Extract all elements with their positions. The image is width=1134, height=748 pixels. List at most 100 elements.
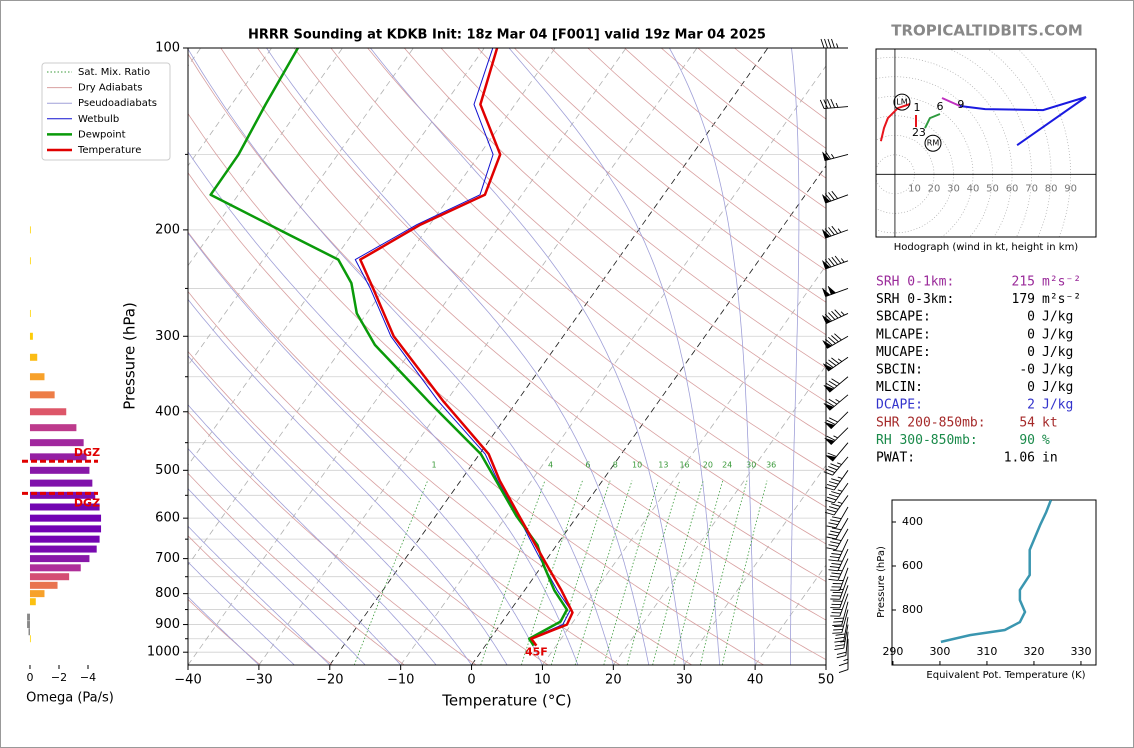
hodograph-plot: 10 20 30 40 50 60 70 80 90 1 6 9 23 LM RM <box>876 49 1096 237</box>
hodograph-trace <box>941 97 961 107</box>
barb-staff <box>828 548 849 572</box>
pseudoadiabat <box>188 355 472 665</box>
dry-adiabat <box>257 48 826 545</box>
thetae-x-tick-label: 330 <box>1070 645 1091 658</box>
hodograph-ring-label: 40 <box>967 183 980 194</box>
legend-label: Dewpoint <box>78 129 126 140</box>
omega-bar <box>29 564 81 572</box>
wind-barb <box>826 517 849 540</box>
barb-pennant <box>822 384 834 393</box>
wind-barb <box>832 601 849 626</box>
x-tick-label: 50 <box>818 673 835 688</box>
barb-pennant <box>821 339 832 349</box>
y-tick-label: 700 <box>155 551 180 566</box>
wind-barb <box>830 567 849 591</box>
barb-staff <box>824 255 849 270</box>
index-label: PWAT: <box>876 451 915 466</box>
thetae-x-label: Equivalent Pot. Temperature (K) <box>926 670 1085 681</box>
x-tick-label: −20 <box>316 673 343 688</box>
pseudoadiabat <box>266 48 650 665</box>
index-value: -0 <box>1019 363 1035 378</box>
wind-barb <box>830 593 849 617</box>
mixing-ratio-label: 4 <box>548 461 553 470</box>
barb-staff <box>838 645 849 674</box>
hodograph-ring-label: 90 <box>1064 183 1077 194</box>
index-unit: J/kg <box>1042 345 1073 360</box>
skewt-background: 1 4 6 8 10 13 16 20 24 30 36 <box>188 48 826 665</box>
index-label: MLCAPE: <box>876 327 931 342</box>
dry-adiabat <box>220 48 826 582</box>
omega-bar <box>27 621 30 629</box>
omega-bar <box>29 479 93 487</box>
omega-tick-label: −4 <box>80 671 96 684</box>
hodograph-caption: Hodograph (wind in kt, height in km) <box>894 242 1079 253</box>
isotherm <box>188 48 556 566</box>
omega-bar <box>29 573 70 581</box>
barb-pennant <box>821 285 837 297</box>
x-tick-label: −30 <box>245 673 272 688</box>
hodograph-ring-label: 10 <box>908 183 921 194</box>
isotherm <box>188 48 627 665</box>
height-label: 9 <box>957 98 964 111</box>
omega-bar <box>29 514 102 522</box>
legend: Sat. Mix. Ratio Dry Adiabats Pseudoadiabat… <box>41 62 171 161</box>
series-line <box>354 48 571 646</box>
y-tick-label: 900 <box>155 617 180 632</box>
series-line <box>209 48 569 647</box>
index-unit: J/kg <box>1042 327 1073 342</box>
wind-barb <box>821 333 849 349</box>
plot-frame <box>187 47 827 666</box>
series-line <box>359 48 574 647</box>
x-axis-label: Temperature (°C) <box>441 692 571 710</box>
thetae-y-label: Pressure (hPa) <box>876 546 887 618</box>
x-tick-label: −10 <box>387 673 414 688</box>
mixing-ratio-label: 16 <box>679 461 689 470</box>
y-tick-label: 1000 <box>147 645 180 660</box>
barb-pennant <box>821 228 831 239</box>
omega-bar <box>29 491 96 499</box>
dry-adiabat <box>514 48 826 303</box>
pseudoadiabat <box>188 404 437 665</box>
wind-barb <box>822 394 849 411</box>
barb-staff <box>825 333 849 349</box>
index-unit: J/kg <box>1042 310 1073 325</box>
omega-bar <box>29 424 77 432</box>
barb-pennant <box>821 314 832 324</box>
hodograph-frame <box>875 48 1097 238</box>
mixing-ratio-line <box>652 480 704 665</box>
wind-barb <box>830 576 849 600</box>
legend-label: Wetbulb <box>78 114 119 125</box>
dry-adiabat <box>477 48 826 336</box>
omega-bar <box>29 466 90 474</box>
pseudoadiabat <box>188 232 543 665</box>
omega-bar <box>29 525 102 533</box>
omega-bar <box>29 453 87 461</box>
dry-adiabat <box>188 231 693 665</box>
barb-staff <box>825 356 849 372</box>
barb-staff <box>832 609 849 634</box>
height-label: 23 <box>912 126 926 139</box>
barb-staff <box>826 506 849 529</box>
isotherm <box>188 48 272 167</box>
index-label: MLCIN: <box>876 380 923 395</box>
barb-pennant <box>822 402 834 411</box>
mixing-ratio-label: 24 <box>722 461 732 470</box>
barb-staff <box>824 225 849 239</box>
omega-tick-label: 0 <box>26 671 33 684</box>
index-value: 2 <box>1027 398 1035 413</box>
index-unit: J/kg <box>1042 398 1073 413</box>
pseudoadiabat <box>188 596 260 665</box>
pseudoadiabat <box>188 447 401 665</box>
pseudoadiabat <box>188 561 295 665</box>
dry-adiabat <box>330 48 826 472</box>
y-tick-label: 500 <box>155 463 180 478</box>
wind-barb <box>834 617 849 643</box>
wind-barb <box>828 558 849 581</box>
x-tick-label: 20 <box>605 673 622 688</box>
barb-staff <box>836 631 849 659</box>
mixing-ratio-label: 20 <box>703 461 713 470</box>
dgz-label: DGZ <box>74 446 100 459</box>
